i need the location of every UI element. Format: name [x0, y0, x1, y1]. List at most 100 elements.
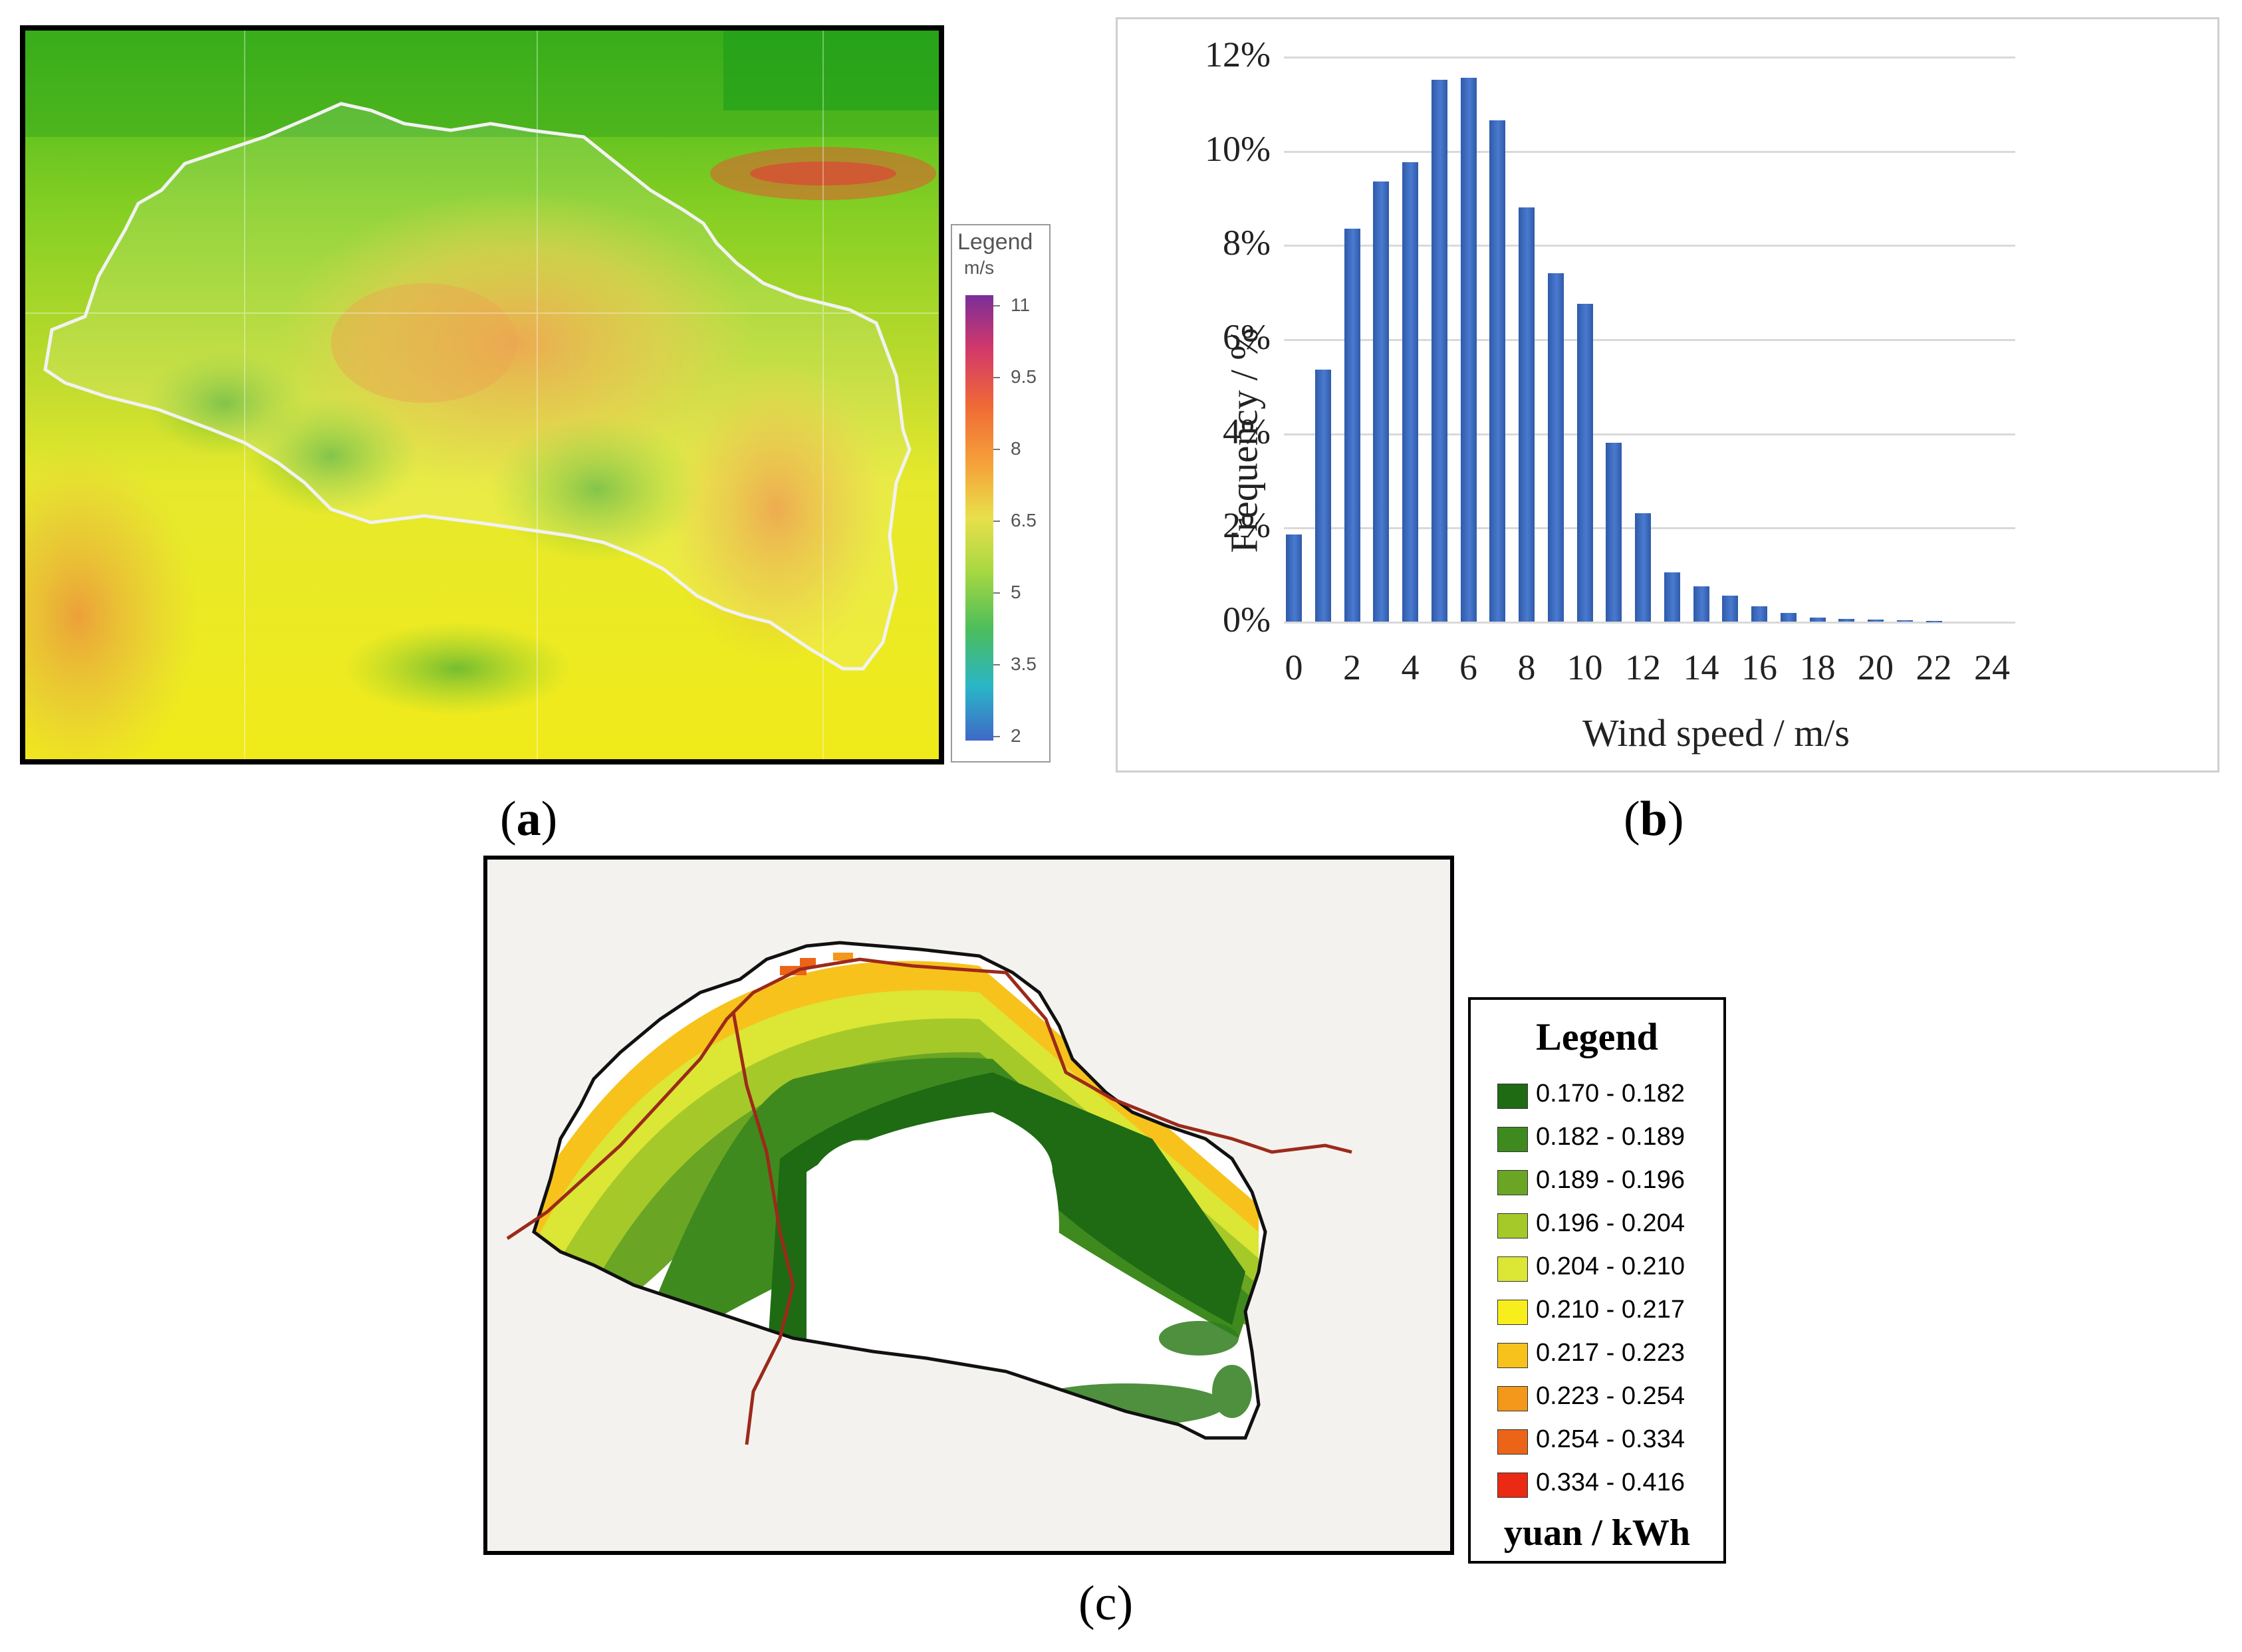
- bar-1: [1314, 370, 1331, 622]
- legend-swatch: [1497, 1170, 1528, 1195]
- x-tick-label: 6: [1459, 648, 1477, 687]
- legend-label: 0.189 - 0.196: [1536, 1166, 1685, 1194]
- wind-speed-legend: Legend m/s 11 9.5 8 6.5 5 3.5 2: [951, 224, 1051, 763]
- caption-b: (b): [1624, 792, 1684, 846]
- roads: [506, 957, 1352, 1445]
- legend-swatch: [1497, 1300, 1528, 1325]
- legend-title: Legend: [1536, 1015, 1658, 1058]
- legend-label: 0.254 - 0.334: [1536, 1425, 1685, 1453]
- x-tick-label: 16: [1741, 648, 1777, 687]
- gridline: [1284, 622, 2015, 624]
- x-tick-label: 14: [1683, 648, 1719, 687]
- bar-5: [1431, 80, 1447, 622]
- bar-11: [1606, 442, 1622, 622]
- bar-4: [1402, 162, 1418, 622]
- bar-7: [1489, 120, 1506, 622]
- legend-label: 0.182 - 0.189: [1536, 1123, 1685, 1151]
- legend-tick-2: 2: [1011, 725, 1021, 746]
- legend-color-ramp: [965, 295, 993, 741]
- bar-3: [1373, 181, 1390, 622]
- legend-tick-5: 5: [1011, 582, 1021, 602]
- x-tick-label: 12: [1625, 648, 1661, 687]
- y-tick-label: 8%: [1223, 223, 1271, 263]
- bar-6: [1460, 77, 1477, 622]
- bar-8: [1519, 207, 1535, 622]
- caption-c: (c): [1078, 1576, 1134, 1631]
- legend-tick-9-5: 9.5: [1011, 366, 1037, 387]
- legend-label: 0.196 - 0.204: [1536, 1209, 1685, 1237]
- legend-unit: yuan / kWh: [1503, 1512, 1691, 1554]
- y-tick-label: 4%: [1223, 411, 1271, 451]
- legend-tick-11: 11: [1011, 295, 1031, 315]
- legend-tick-3-5: 3.5: [1011, 653, 1037, 674]
- legend-swatch: [1497, 1343, 1528, 1368]
- legend-label: 0.334 - 0.416: [1536, 1469, 1685, 1496]
- y-tick-label: 6%: [1223, 317, 1271, 357]
- bar-10: [1576, 303, 1593, 622]
- tick-mark: [993, 449, 1000, 450]
- x-tick-label: 24: [1974, 648, 2010, 687]
- tick-mark: [993, 736, 1000, 737]
- legend-tick-6-5: 6.5: [1011, 510, 1037, 531]
- x-axis-label: Wind speed / m/s: [1582, 711, 1850, 755]
- legend-tick-8: 8: [1011, 438, 1021, 459]
- bar-19: [1838, 618, 1855, 622]
- bar-15: [1722, 596, 1739, 622]
- tick-mark: [993, 592, 1000, 594]
- bar-12: [1635, 513, 1651, 622]
- legend-swatch: [1497, 1084, 1528, 1109]
- bar-22: [1926, 620, 1942, 622]
- bar-16: [1751, 606, 1767, 622]
- bar-21: [1896, 620, 1913, 622]
- bar-17: [1780, 613, 1797, 622]
- gridline: [1284, 245, 2015, 247]
- bar-2: [1344, 228, 1360, 622]
- x-tick-label: 18: [1799, 648, 1836, 687]
- x-tick-label: 2: [1343, 648, 1361, 687]
- bar-18: [1809, 618, 1826, 622]
- legend-label: 0.223 - 0.254: [1536, 1382, 1685, 1410]
- wind-frequency-chart: Frequency / % Wind speed / m/s 0% 2% 4% 6% 8…: [1116, 17, 2219, 772]
- legend-swatch: [1497, 1213, 1528, 1239]
- region-boundary: [532, 941, 1267, 1440]
- bar-13: [1664, 572, 1680, 622]
- legend-label: 0.204 - 0.210: [1536, 1252, 1685, 1280]
- tick-mark: [993, 521, 1000, 522]
- legend-swatch: [1497, 1256, 1528, 1282]
- study-area-boundary: [43, 102, 912, 671]
- x-tick-label: 4: [1401, 648, 1420, 687]
- y-tick-label: 10%: [1205, 128, 1271, 169]
- wind-speed-raster: [25, 31, 939, 759]
- lcoe-legend: Legend 0.170 - 0.182 0.182 - 0.189 0.189…: [1468, 997, 1726, 1564]
- gridline: [1284, 57, 2015, 59]
- bar-20: [1868, 620, 1884, 622]
- bar-9: [1547, 273, 1564, 622]
- y-tick-label: 12%: [1205, 35, 1271, 74]
- legend-swatch: [1497, 1429, 1528, 1455]
- lcoe-map: [483, 856, 1454, 1555]
- legend-label: 0.210 - 0.217: [1536, 1296, 1685, 1324]
- tick-mark: [993, 664, 1000, 665]
- gridline: [1284, 150, 2015, 153]
- x-tick-label: 8: [1517, 648, 1536, 687]
- y-tick-label: 2%: [1223, 505, 1271, 546]
- tick-mark: [993, 305, 1000, 306]
- legend-title: Legend: [957, 229, 1033, 255]
- legend-unit: m/s: [964, 257, 995, 278]
- wind-speed-map: [20, 25, 944, 765]
- legend-swatch: [1497, 1473, 1528, 1498]
- legend-label: 0.217 - 0.223: [1536, 1339, 1685, 1367]
- x-tick-label: 22: [1916, 648, 1952, 687]
- lcoe-raster: [506, 941, 1352, 1445]
- y-tick-label: 0%: [1223, 600, 1271, 640]
- gridline: [1284, 339, 2015, 341]
- caption-a: (a): [500, 792, 558, 846]
- bar-14: [1693, 586, 1709, 622]
- x-tick-label: 10: [1566, 648, 1603, 687]
- bar-0: [1286, 534, 1302, 622]
- legend-swatch: [1497, 1127, 1528, 1152]
- legend-label: 0.170 - 0.182: [1536, 1080, 1685, 1108]
- x-tick-label: 0: [1285, 648, 1303, 687]
- x-tick-label: 20: [1858, 648, 1894, 687]
- tick-mark: [993, 377, 1000, 378]
